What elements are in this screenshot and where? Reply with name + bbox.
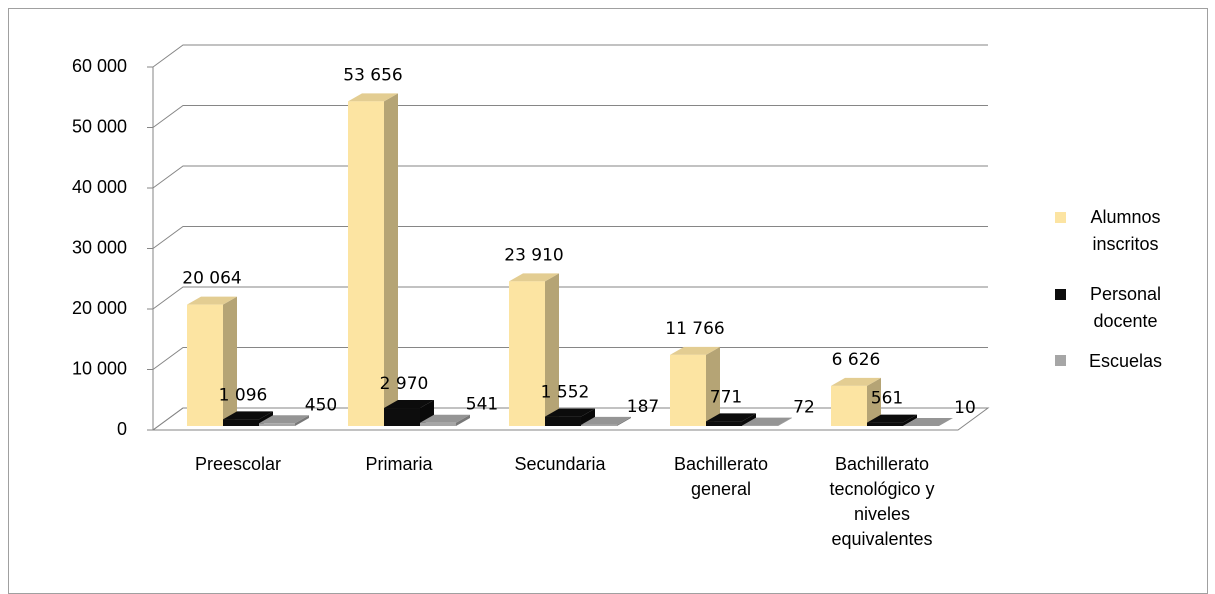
bar-side [867, 377, 881, 426]
bar [670, 346, 720, 426]
value-label: 2 970 [380, 374, 429, 394]
value-label: 187 [627, 397, 659, 417]
x-tick-label: Bachillerato general [673, 454, 769, 499]
bar [509, 273, 559, 426]
y-tick-label: 20 000 [72, 298, 127, 318]
value-label: 541 [466, 395, 498, 415]
bar-front [706, 421, 742, 426]
bar-side [456, 414, 470, 426]
legend-label: Personal docente [1089, 284, 1162, 331]
bar-top [420, 414, 470, 423]
value-label: 23 910 [504, 245, 563, 265]
bar-top [706, 413, 756, 422]
bar-side [295, 415, 309, 426]
y-tick-label: 10 000 [72, 358, 127, 378]
bar [831, 377, 881, 426]
bar-front [581, 424, 617, 426]
bar [348, 93, 398, 427]
bar-front [867, 422, 903, 426]
grid-line [152, 105, 988, 128]
bar-front [509, 281, 545, 426]
bar-side [545, 273, 559, 426]
bar-front [187, 304, 223, 426]
y-tick-label: 50 000 [72, 116, 127, 136]
y-tick-label: 40 000 [72, 177, 127, 197]
bar-front [348, 101, 384, 427]
y-tick-label: 30 000 [72, 237, 127, 257]
legend-swatch [1055, 355, 1066, 366]
bar-side [903, 414, 917, 426]
bar-top [903, 417, 953, 426]
bar-side [706, 346, 720, 426]
y-tick-label: 0 [117, 419, 127, 439]
legend-label: Alumnos inscritos [1090, 207, 1161, 254]
value-label: 72 [793, 398, 815, 418]
bar-side [384, 93, 398, 427]
value-label: 6 626 [832, 350, 881, 370]
bar-side [223, 296, 237, 426]
x-tick-label: Primaria [365, 454, 433, 474]
bar [903, 417, 953, 426]
bar-top [670, 346, 720, 355]
bar [742, 417, 792, 426]
bar [545, 408, 595, 426]
bar-front [545, 416, 581, 426]
bar-front [223, 419, 259, 426]
bar-top [581, 416, 631, 425]
value-label: 10 [954, 398, 976, 418]
bar-top [259, 415, 309, 424]
value-label: 53 656 [343, 65, 402, 85]
value-label: 1 096 [219, 385, 268, 405]
bar-side [617, 416, 631, 426]
x-tick-label: Preescolar [194, 454, 282, 474]
y-tick-label: 60 000 [72, 56, 127, 76]
bar-side [778, 417, 792, 426]
bar-top [545, 408, 595, 417]
value-label: 450 [305, 395, 337, 415]
bar-top [831, 377, 881, 386]
value-label: 11 766 [665, 319, 724, 339]
bar-front [670, 354, 706, 426]
legend-swatch [1055, 212, 1066, 223]
bar [187, 296, 237, 426]
bar-side [939, 417, 953, 426]
bar-top [509, 273, 559, 282]
bar-top [742, 417, 792, 426]
bar-front [259, 423, 295, 426]
grid-line [152, 44, 988, 68]
bar-side [742, 413, 756, 426]
grid-line [152, 286, 988, 310]
grid-line [152, 165, 988, 189]
bar-top [384, 400, 434, 409]
bar [420, 414, 470, 426]
bar [581, 416, 631, 426]
legend-label: Escuelas [1088, 350, 1163, 371]
bar-top [223, 411, 273, 420]
bar-top [348, 93, 398, 102]
bar-front [384, 408, 420, 426]
value-label: 1 552 [541, 383, 590, 403]
bar [706, 413, 756, 426]
bar-front [831, 385, 867, 426]
bar-front [420, 422, 456, 426]
chart-border [8, 8, 1208, 594]
bar-side [581, 408, 595, 426]
grid-line [152, 226, 988, 249]
bar-top [867, 414, 917, 423]
value-label: 561 [871, 389, 903, 409]
legend-swatch [1055, 289, 1066, 300]
value-label: 771 [710, 387, 742, 407]
bar [867, 414, 917, 426]
x-tick-label: Bachillerato tecnológico y niveles equiv… [829, 454, 935, 549]
value-label: 20 064 [182, 269, 241, 289]
x-tick-label: Secundaria [514, 454, 606, 474]
bar-top [187, 296, 237, 305]
bar [259, 415, 309, 426]
